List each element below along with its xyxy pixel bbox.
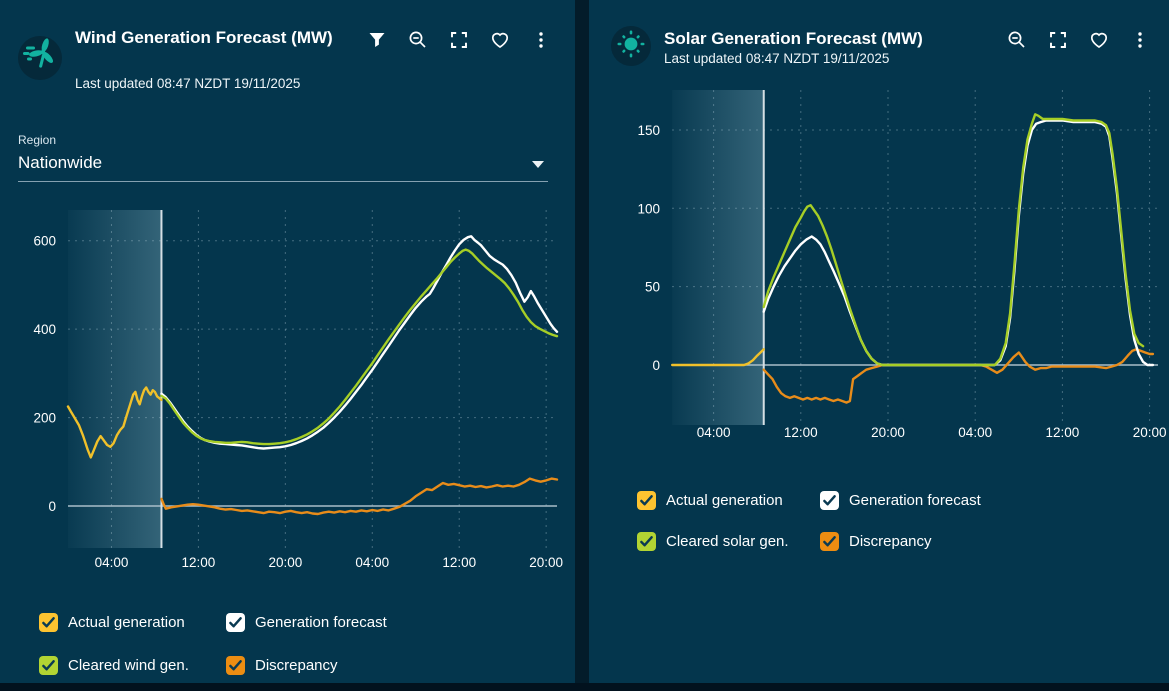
zoom-out-icon[interactable] [1007,30,1027,50]
solar-panel-avatar [611,26,651,66]
svg-text:20:00: 20:00 [529,555,563,570]
legend-label: Discrepancy [255,657,338,674]
legend-label: Generation forecast [849,492,981,509]
legend-label: Discrepancy [849,533,932,550]
legend-label: Cleared solar gen. [666,533,789,550]
region-select-underline [18,181,548,182]
checkbox-discrepancy[interactable] [226,656,245,675]
window-bottom-edge [0,683,1169,691]
wind-panel-toolbar [367,30,551,50]
legend-item-generation-forecast[interactable]: Generation forecast [226,613,387,632]
solar-panel-toolbar [1007,30,1150,50]
checkbox-discrepancy[interactable] [820,532,839,551]
sun-icon [611,24,651,69]
legend-item-cleared-wind-gen[interactable]: Cleared wind gen. [39,656,189,675]
legend-item-cleared-solar-gen[interactable]: Cleared solar gen. [637,532,789,551]
svg-text:04:00: 04:00 [95,555,129,570]
wind-generation-chart: 04:00 12:00 20:00 04:00 12:00 20:00 0 200 400 600 [33,210,563,570]
checkbox-actual-generation[interactable] [637,491,656,510]
svg-text:12:00: 12:00 [1046,425,1080,440]
wind-forecast-panel: Wind Generation Forecast (MW) Last updat… [0,0,575,683]
region-select[interactable]: Nationwide [18,153,103,172]
svg-text:100: 100 [637,201,660,216]
favorite-heart-icon[interactable] [490,30,510,50]
legend-label: Cleared wind gen. [68,657,189,674]
legend-label: Generation forecast [255,614,387,631]
solar-panel-subtitle: Last updated 08:47 NZDT 19/11/2025 [664,51,890,66]
svg-text:20:00: 20:00 [871,425,905,440]
legend-label: Actual generation [68,614,185,631]
legend-item-generation-forecast[interactable]: Generation forecast [820,491,981,510]
svg-text:600: 600 [33,234,56,249]
svg-text:200: 200 [33,411,56,426]
fullscreen-icon[interactable] [449,30,469,50]
legend-item-actual-generation[interactable]: Actual generation [39,613,185,632]
checkbox-cleared-solar-gen[interactable] [637,532,656,551]
checkbox-cleared-wind-gen[interactable] [39,656,58,675]
filter-icon[interactable] [367,30,387,50]
checkbox-generation-forecast[interactable] [820,491,839,510]
svg-text:04:00: 04:00 [958,425,992,440]
svg-text:50: 50 [645,280,660,295]
solar-panel-title: Solar Generation Forecast (MW) [664,29,923,48]
favorite-heart-icon[interactable] [1089,30,1109,50]
legend-item-discrepancy[interactable]: Discrepancy [820,532,932,551]
svg-text:20:00: 20:00 [268,555,302,570]
svg-text:04:00: 04:00 [697,425,731,440]
solar-forecast-panel: Solar Generation Forecast (MW) Last upda… [589,0,1169,683]
wind-panel-subtitle: Last updated 08:47 NZDT 19/11/2025 [75,76,301,91]
wind-panel-avatar [18,36,62,80]
legend-item-actual-generation[interactable]: Actual generation [637,491,783,510]
svg-text:0: 0 [652,358,660,373]
svg-text:150: 150 [637,123,660,138]
checkbox-actual-generation[interactable] [39,613,58,632]
svg-text:04:00: 04:00 [355,555,389,570]
checkbox-generation-forecast[interactable] [226,613,245,632]
svg-text:400: 400 [33,322,56,337]
region-label: Region [18,133,57,147]
zoom-out-icon[interactable] [408,30,428,50]
svg-text:0: 0 [48,499,56,514]
svg-text:12:00: 12:00 [442,555,476,570]
more-options-kebab-icon[interactable] [531,30,551,50]
svg-text:20:00: 20:00 [1133,425,1167,440]
fullscreen-icon[interactable] [1048,30,1068,50]
more-options-kebab-icon[interactable] [1130,30,1150,50]
svg-text:12:00: 12:00 [784,425,818,440]
legend-label: Actual generation [666,492,783,509]
wind-turbine-icon [18,34,62,83]
solar-generation-chart: 04:00 12:00 20:00 04:00 12:00 20:00 0 50 100 150 [637,90,1167,440]
svg-text:12:00: 12:00 [182,555,216,570]
chevron-down-icon[interactable] [532,161,544,168]
legend-item-discrepancy[interactable]: Discrepancy [226,656,338,675]
wind-panel-title: Wind Generation Forecast (MW) [75,28,333,47]
